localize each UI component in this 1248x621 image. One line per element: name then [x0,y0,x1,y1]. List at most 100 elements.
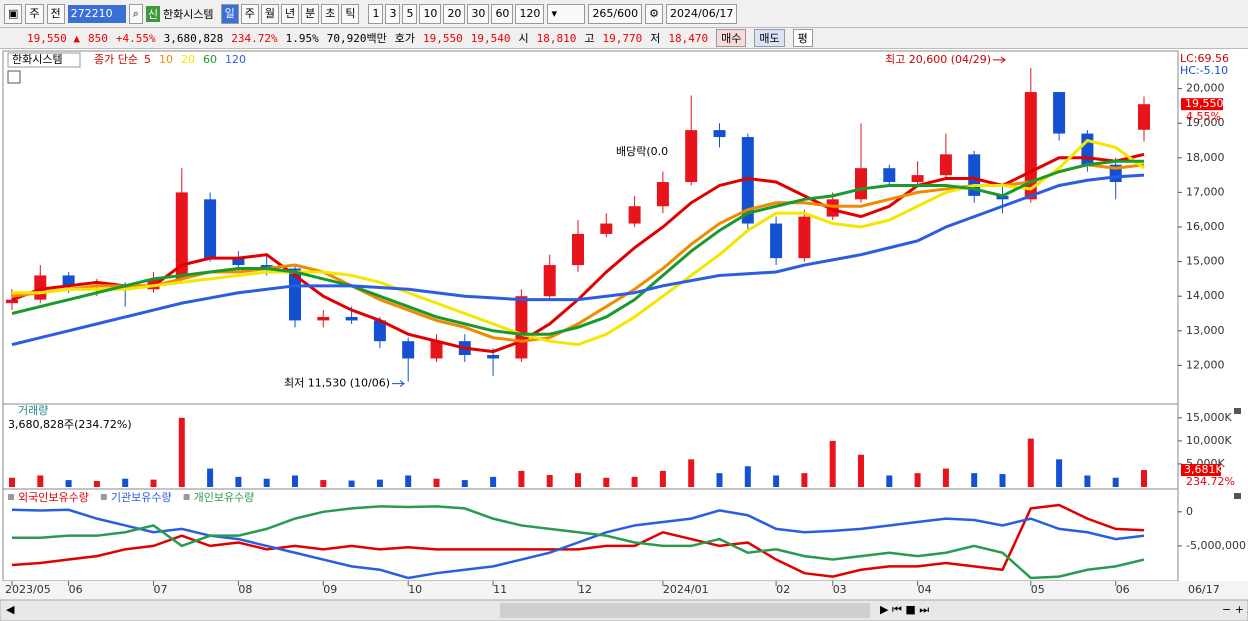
chart-title: 한화시스템 [12,53,63,66]
count[interactable]: 265/600 [588,3,643,24]
period-button[interactable]: 년 [280,3,300,24]
period-button[interactable]: 초 [321,3,340,24]
market-select[interactable]: 주 [25,3,44,24]
interval-button[interactable]: 3 [385,3,401,24]
period-button[interactable]: 월 [260,3,279,24]
legend-entry: 외국인보유수량 [18,491,89,504]
candle-body [1053,92,1066,134]
candle-body [62,275,75,286]
period-button[interactable]: 주 [240,3,259,24]
volume-bar [37,475,44,487]
candle-body [402,341,415,359]
volume-bar [546,475,553,487]
lc-label: LC:69.56 [1180,52,1229,65]
period-button[interactable]: 분 [301,3,320,24]
candle-body [289,268,301,321]
price-panel [2,50,1179,405]
candle-body [572,233,584,266]
annotation: 배당락(0.0 [616,145,668,158]
annotation-arrow [392,380,405,388]
volume-bar [858,454,864,487]
candle-body [628,206,641,224]
interval-button[interactable]: 10 [419,3,442,24]
volume-bar [631,476,638,487]
period-button[interactable]: 틱 [341,3,360,24]
interval-button[interactable]: 5 [402,3,418,24]
volume-bar [207,468,214,487]
scroll-thumb[interactable] [500,603,870,618]
x-tick-label: 09 [323,583,337,596]
annotation: 최고 20,600 (04/29) [885,53,991,66]
y-tick-label: 14,000 [1186,289,1225,302]
date[interactable]: 2024/06/17 [666,3,738,24]
avg-button[interactable]: 평 [792,29,813,47]
x-tick-label: 2023/05 [5,583,51,596]
x-tick-label: 10 [408,583,422,596]
ma-line [11,159,1144,336]
x-tick-label: 02 [776,583,790,596]
volume-bar [376,479,383,487]
grid-icon[interactable] [7,70,21,84]
volume-bar [150,479,157,487]
menu-icon[interactable]: ▣ [4,3,23,24]
change: 850 [88,31,108,45]
price: 19,550 ▲ [27,31,80,45]
buy-button[interactable]: 매수 [716,29,747,47]
y-tick-label: 19,000 [1186,116,1225,129]
x-end-label: 06/17 [1188,583,1220,596]
volume-bar [405,475,412,487]
volume-label: 3,681K [1184,463,1223,476]
volume-bar [1141,470,1147,487]
volume-bar [942,468,949,487]
holding-line [11,503,1145,578]
scroll-controls[interactable]: ▶ ⏮ ■ ⏭ [880,603,929,616]
custom-interval[interactable]: ▾ [547,3,586,24]
code-input[interactable]: 272210 [67,4,126,23]
subtitle: 3,680,828주(234.72%) [8,418,132,431]
candle-body [826,199,839,217]
holding-line [12,505,1145,580]
period-button[interactable]: 일 [220,3,239,24]
open-label: 시 [518,32,529,45]
high: 19,770 [602,31,643,45]
legend-entry: 120 [225,53,246,66]
zoom-controls[interactable]: − + A [1222,603,1248,616]
panel-close[interactable] [1234,408,1241,414]
y-tick-label: 15,000K [1186,411,1232,424]
candle-body [543,265,556,297]
interval-button[interactable]: 60 [491,3,514,24]
volume-bar [490,476,497,487]
interval-button[interactable]: 120 [515,3,545,24]
legend-entry: 10 [159,53,173,66]
prev-button[interactable]: 전 [46,3,65,24]
panel-close[interactable] [1234,493,1241,499]
volume-bar [348,480,355,487]
interval-button[interactable]: 30 [467,3,490,24]
info-bar: 19,550 ▲ 850 +4.55% 3,680,828 234.72% 1.… [0,28,1248,49]
interval-button[interactable]: 20 [443,3,466,24]
scroll-left[interactable]: ◀ [6,603,15,616]
volume-bar [773,475,780,487]
candle-body [430,341,443,359]
candle-body [1138,104,1150,130]
legend-entry: 20 [181,53,195,66]
tool-icons[interactable]: ⚙ [645,3,664,24]
chart-title: 거래량 [18,404,48,417]
sell-button[interactable]: 매도 [754,29,785,47]
volume-bar [235,476,242,487]
candle-body [204,199,217,259]
holding-line [11,508,1145,580]
x-tick-label: 05 [1031,583,1045,596]
volume-bar [9,477,15,487]
x-tick-label: 04 [918,583,932,596]
candle-body [911,175,924,183]
candle-body [656,182,669,207]
legend-entry: 기관보유수량 [111,491,172,504]
volume-bar [65,480,72,487]
last-price-tag [1181,98,1223,111]
y-tick-label: 13,000 [1186,324,1225,337]
volume-bar [688,459,695,487]
search-button[interactable]: ⌕ [128,3,143,24]
interval-button[interactable]: 1 [368,3,384,24]
